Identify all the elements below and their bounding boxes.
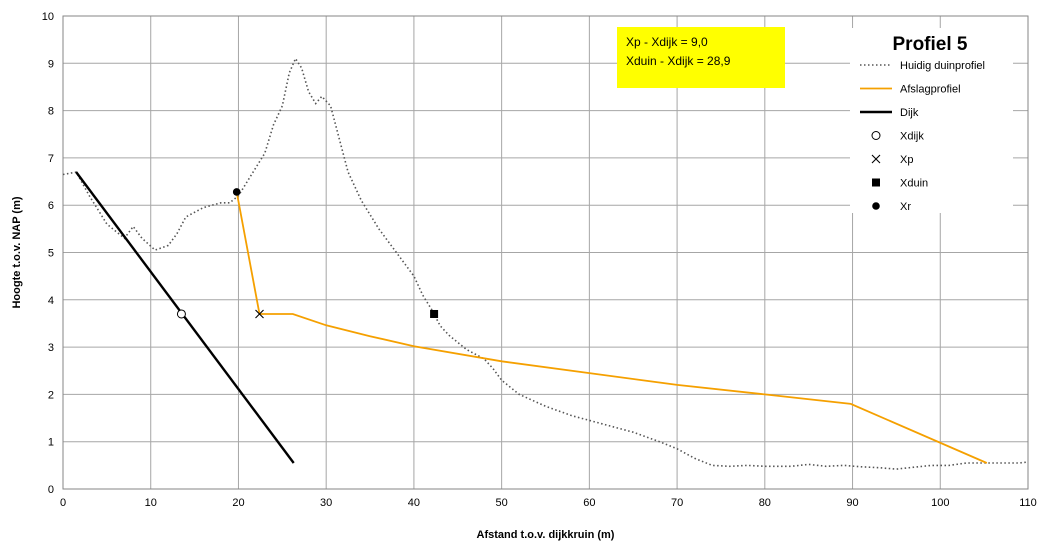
legend-marker-xr: [872, 202, 880, 210]
plot-area-frame: [62, 15, 1029, 490]
annotation-line-2: Xduin - Xdijk = 28,9: [626, 54, 731, 68]
y-tick-label: 2: [48, 389, 54, 401]
legend-label: Dijk: [900, 107, 919, 119]
annotation-background: [617, 27, 785, 88]
x-tick-label: 80: [759, 497, 771, 509]
x-tick-label: 90: [846, 497, 858, 509]
series-layer: [62, 56, 1029, 470]
x-tick-label: 70: [671, 497, 683, 509]
y-tick-label: 7: [48, 153, 54, 165]
x-tick-label: 60: [583, 497, 595, 509]
point-xdijk: [176, 309, 186, 319]
legend-label: Xr: [900, 201, 911, 213]
y-tick-label: 4: [48, 295, 54, 307]
y-tick-label: 6: [48, 200, 54, 212]
annotation-line-1: Xp - Xdijk = 9,0: [626, 35, 708, 49]
point-xduin: [430, 309, 439, 318]
y-tick-label: 9: [48, 58, 54, 70]
legend-label: Xduin: [900, 178, 928, 190]
y-tick-label: 10: [42, 11, 54, 23]
legend-label: Afslagprofiel: [900, 84, 961, 96]
y-tick-label: 5: [48, 248, 54, 260]
x-tick-label: 30: [320, 497, 332, 509]
y-tick-label: 3: [48, 342, 54, 354]
x-tick-label: 100: [931, 497, 949, 509]
point-xr: [232, 188, 241, 196]
x-tick-label: 110: [1019, 497, 1037, 509]
y-tick-label: 1: [48, 437, 54, 449]
y-axis-title: Hoogte t.o.v. NAP (m): [11, 196, 23, 308]
x-axis-tick-labels: 0 10 20 30 40 50 60 70 80 90 100 110: [60, 497, 1037, 509]
y-axis-tick-labels: 0 1 2 3 4 5 6 7 8 9 10: [42, 11, 54, 496]
x-tick-label: 10: [145, 497, 157, 509]
point-xp: [255, 309, 264, 319]
legend-marker-xp: [871, 154, 881, 164]
legend-label: Xdijk: [900, 131, 924, 143]
series-afslagprofiel: [235, 191, 988, 464]
chart-title: Profiel 5: [893, 34, 968, 55]
x-tick-label: 20: [232, 497, 244, 509]
legend-entries: Huidig duinprofiel Afslagprofiel Dijk Xdijk…: [860, 60, 985, 213]
legend-marker-xdijk: [871, 131, 881, 140]
x-tick-label: 40: [408, 497, 420, 509]
legend-label: Huidig duinprofiel: [900, 60, 985, 72]
legend-label: Xp: [900, 154, 913, 166]
annotation-box: Xp - Xdijk = 9,0 Xduin - Xdijk = 28,9: [617, 27, 785, 88]
x-tick-label: 50: [496, 497, 508, 509]
legend: Profiel 5 Huidig duinprofiel Afslagprofie…: [850, 28, 1013, 213]
y-tick-label: 8: [48, 106, 54, 118]
legend-marker-xduin: [872, 178, 880, 187]
x-axis-title: Afstand t.o.v. dijkkruin (m): [477, 529, 615, 541]
x-tick-label: 0: [60, 497, 66, 509]
point-markers: [176, 188, 439, 319]
y-tick-label: 0: [48, 484, 54, 496]
series-dijk: [75, 171, 295, 464]
